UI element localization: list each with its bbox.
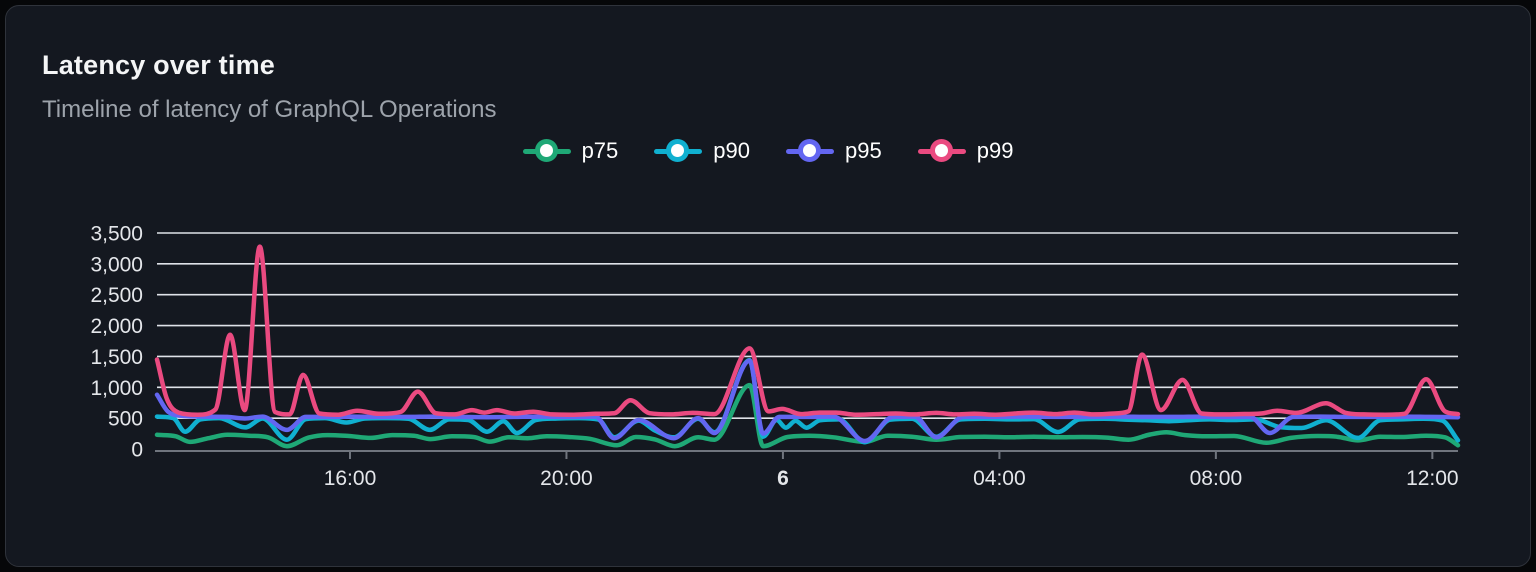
y-tick-label: 3,500 <box>90 223 143 246</box>
y-tick-label: 500 <box>108 408 143 431</box>
series-line-p99[interactable] <box>154 244 1461 417</box>
legend-ring-icon <box>798 139 821 162</box>
series-line-p95[interactable] <box>154 358 1461 444</box>
y-tick-label: 2,500 <box>90 284 143 307</box>
y-tick-label: 2,000 <box>90 315 143 338</box>
legend-ring-icon <box>666 139 690 162</box>
legend-item-p75[interactable]: p75 <box>522 138 619 164</box>
x-tick-label: 6 <box>777 467 789 490</box>
series-line-p75[interactable] <box>154 382 1461 449</box>
legend-label: p95 <box>845 138 882 163</box>
panel-subtitle: Timeline of latency of GraphQL Operation… <box>42 96 497 123</box>
legend-marker-p90 <box>654 138 703 164</box>
x-tick-label: 08:00 <box>1190 467 1243 490</box>
x-tick-label: 04:00 <box>973 467 1026 490</box>
y-tick-label: 1,500 <box>90 346 143 369</box>
legend-marker-p95 <box>786 138 834 164</box>
y-tick-label: 0 <box>131 439 143 462</box>
legend-ring-icon <box>929 139 953 162</box>
y-tick-label: 3,000 <box>90 253 143 276</box>
legend-item-p99[interactable]: p99 <box>917 138 1014 164</box>
panel-title: Latency over time <box>42 50 275 80</box>
legend-item-p90[interactable]: p90 <box>654 138 750 164</box>
x-tick-label: 20:00 <box>540 467 593 490</box>
panel-card <box>5 5 1531 567</box>
legend-marker-p99 <box>917 138 966 164</box>
legend-label: p99 <box>976 138 1014 163</box>
legend-item-p95[interactable]: p95 <box>786 138 882 164</box>
x-tick-label: 12:00 <box>1406 467 1459 490</box>
legend-label: p90 <box>713 138 750 163</box>
y-tick-label: 1,000 <box>90 377 143 400</box>
chart-legend: p75 p90 p95 p99 <box>0 138 1536 164</box>
x-tick-label: 16:00 <box>324 467 377 490</box>
legend-label: p75 <box>581 138 619 163</box>
legend-ring-icon <box>534 139 558 162</box>
legend-marker-p75 <box>522 138 571 164</box>
